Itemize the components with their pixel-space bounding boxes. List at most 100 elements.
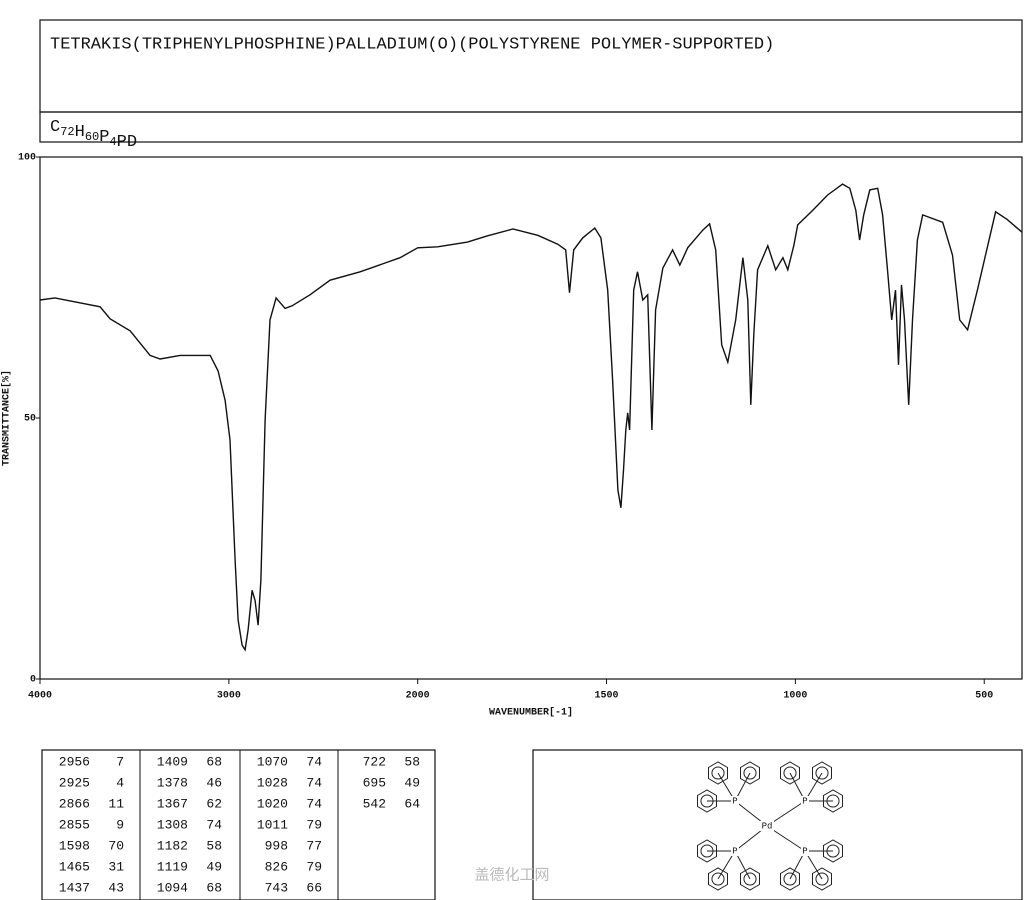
title-box — [39, 19, 1023, 113]
peak-transmittance: 31 — [108, 859, 124, 874]
ring-circle — [743, 872, 757, 886]
peak-transmittance: 7 — [116, 754, 124, 769]
formula: C72H60P4PD — [50, 118, 137, 152]
peak-transmittance: 64 — [404, 796, 420, 811]
atom-label: P — [732, 846, 737, 856]
atom-label: P — [732, 796, 737, 806]
y-tick-label: 0 — [30, 675, 36, 686]
peak-transmittance: 74 — [306, 754, 322, 769]
phenyl-ring — [697, 789, 717, 813]
x-tick-label: 1500 — [595, 691, 619, 702]
phenyl-ring — [823, 789, 843, 813]
peak-transmittance: 79 — [306, 859, 322, 874]
peak-transmittance: 74 — [206, 817, 222, 832]
structure-box — [532, 749, 1023, 900]
peak-transmittance: 11 — [108, 796, 124, 811]
ring-circle — [826, 844, 840, 858]
x-tick-label: 1000 — [783, 691, 807, 702]
peak-wavenumber: 743 — [265, 880, 288, 895]
y-axis-label: TRANSMITTANCE[%] — [1, 370, 13, 466]
peak-wavenumber: 1020 — [257, 796, 288, 811]
phenyl-ring — [740, 761, 760, 785]
peak-wavenumber: 1028 — [257, 775, 288, 790]
phenyl-ring — [823, 839, 843, 863]
atom-label: Pd — [762, 821, 773, 831]
peak-wavenumber: 1465 — [59, 859, 90, 874]
atom-bg — [731, 796, 739, 806]
x-tick-label: 500 — [975, 691, 993, 702]
ring-circle — [815, 766, 829, 780]
peak-wavenumber: 1119 — [157, 859, 188, 874]
ring-circle — [783, 766, 797, 780]
peak-wavenumber: 1011 — [257, 817, 288, 832]
atom-bg — [731, 846, 739, 856]
ring-circle — [700, 844, 714, 858]
phenyl-ring — [812, 761, 832, 785]
phenyl-ring — [740, 867, 760, 891]
formula-box — [39, 111, 1023, 143]
ring-circle — [815, 872, 829, 886]
peak-transmittance: 79 — [306, 817, 322, 832]
phenyl-ring — [780, 867, 800, 891]
peak-transmittance: 46 — [206, 775, 222, 790]
peak-wavenumber: 1437 — [59, 880, 90, 895]
peak-wavenumber: 695 — [363, 775, 386, 790]
title: TETRAKIS(TRIPHENYLPHOSPHINE)PALLADIUM(O)… — [50, 35, 774, 54]
peak-transmittance: 74 — [306, 796, 322, 811]
x-tick-label: 3000 — [217, 691, 241, 702]
peak-transmittance: 68 — [206, 754, 222, 769]
peak-transmittance: 4 — [116, 775, 124, 790]
phenyl-ring — [780, 761, 800, 785]
peak-transmittance: 62 — [206, 796, 222, 811]
peak-wavenumber: 998 — [265, 838, 288, 853]
peak-wavenumber: 1308 — [157, 817, 188, 832]
peak-transmittance: 9 — [116, 817, 124, 832]
atom-bg — [801, 846, 809, 856]
peak-wavenumber: 1094 — [157, 880, 188, 895]
phenyl-ring — [812, 867, 832, 891]
peak-transmittance: 58 — [206, 838, 222, 853]
ring-circle — [743, 766, 757, 780]
y-tick-label: 50 — [24, 414, 36, 425]
peak-wavenumber: 2956 — [59, 754, 90, 769]
x-axis-label: WAVENUMBER[-1] — [489, 707, 573, 719]
phenyl-ring — [708, 761, 728, 785]
watermark: 盖德化工网 — [474, 866, 549, 884]
peak-transmittance: 43 — [108, 880, 124, 895]
ring-circle — [711, 872, 725, 886]
peak-wavenumber: 722 — [363, 754, 386, 769]
peak-table — [41, 749, 436, 900]
peak-wavenumber: 826 — [265, 859, 288, 874]
atom-label: P — [802, 846, 807, 856]
spectrum-line — [39, 183, 1023, 652]
peak-wavenumber: 1378 — [157, 775, 188, 790]
peak-transmittance: 68 — [206, 880, 222, 895]
ring-circle — [711, 766, 725, 780]
x-tick-label: 2000 — [406, 691, 430, 702]
peak-wavenumber: 1367 — [157, 796, 188, 811]
peak-transmittance: 77 — [306, 838, 322, 853]
peak-transmittance: 74 — [306, 775, 322, 790]
x-tick-label: 4000 — [28, 691, 52, 702]
atom-bg — [801, 796, 809, 806]
peak-transmittance: 49 — [206, 859, 222, 874]
atom-label: P — [802, 796, 807, 806]
peak-wavenumber: 1070 — [257, 754, 288, 769]
phenyl-ring — [708, 867, 728, 891]
peak-wavenumber: 1598 — [59, 838, 90, 853]
peak-wavenumber: 2925 — [59, 775, 90, 790]
y-tick-label: 100 — [18, 153, 36, 164]
peak-transmittance: 70 — [108, 838, 124, 853]
peak-transmittance: 49 — [404, 775, 420, 790]
phenyl-ring — [697, 839, 717, 863]
ring-circle — [783, 872, 797, 886]
peak-transmittance: 58 — [404, 754, 420, 769]
atom-bg — [760, 821, 774, 831]
plot-frame — [39, 156, 1023, 680]
peak-wavenumber: 2855 — [59, 817, 90, 832]
ring-circle — [700, 794, 714, 808]
peak-wavenumber: 1182 — [157, 838, 188, 853]
peak-wavenumber: 542 — [363, 796, 386, 811]
peak-wavenumber: 2866 — [59, 796, 90, 811]
